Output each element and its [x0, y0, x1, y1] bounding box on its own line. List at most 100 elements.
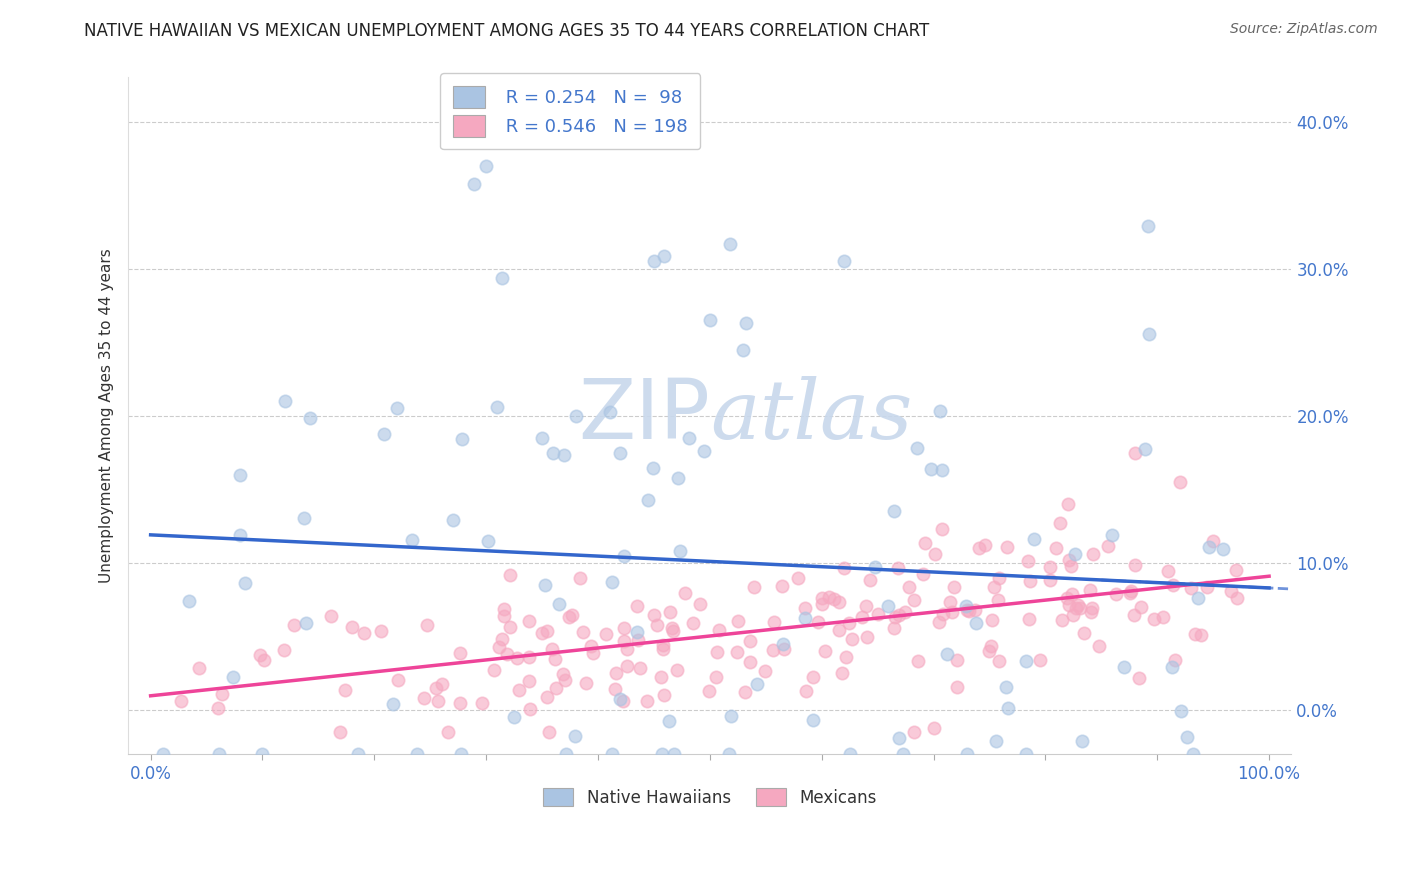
Point: [413, 691, 436, 706]
Point: [666, 471, 689, 485]
Point: [955, 599, 977, 614]
Point: [956, 747, 979, 762]
Point: [859, 573, 882, 587]
Point: [477, 533, 499, 548]
Point: [1018, 612, 1040, 626]
Point: [912, 567, 935, 582]
Point: [823, 592, 845, 607]
Point: [222, 670, 245, 684]
Point: [1062, 587, 1084, 601]
Point: [575, 676, 598, 690]
Point: [609, 691, 631, 706]
Point: [941, 605, 963, 619]
Point: [564, 729, 586, 743]
Point: [1081, 547, 1104, 561]
Point: [995, 541, 1018, 555]
Point: [754, 665, 776, 679]
Point: [1181, 747, 1204, 762]
Text: atlas: atlas: [710, 376, 912, 456]
Point: [572, 624, 595, 639]
Point: [1197, 580, 1219, 594]
Point: [928, 615, 950, 629]
Point: [1063, 547, 1085, 561]
Point: [536, 624, 558, 639]
Point: [801, 670, 824, 684]
Point: [987, 593, 1010, 607]
Point: [706, 645, 728, 659]
Point: [866, 607, 889, 621]
Point: [1161, 578, 1184, 592]
Point: [883, 504, 905, 518]
Point: [1101, 528, 1123, 542]
Point: [772, 637, 794, 651]
Point: [605, 666, 627, 681]
Point: [1067, 598, 1090, 612]
Point: [558, 609, 581, 624]
Point: [718, 747, 741, 762]
Point: [274, 394, 297, 409]
Point: [813, 644, 835, 658]
Point: [673, 586, 696, 600]
Point: [957, 604, 980, 618]
Point: [922, 721, 945, 735]
Point: [856, 630, 879, 644]
Text: NATIVE HAWAIIAN VS MEXICAN UNEMPLOYMENT AMONG AGES 35 TO 44 YEARS CORRELATION CH: NATIVE HAWAIIAN VS MEXICAN UNEMPLOYMENT …: [84, 22, 929, 40]
Point: [897, 580, 920, 594]
Point: [579, 640, 602, 654]
Point: [654, 688, 676, 702]
Point: [425, 681, 447, 696]
Point: [920, 462, 942, 476]
Point: [770, 579, 793, 593]
Point: [229, 527, 252, 541]
Point: [907, 654, 929, 668]
Point: [1080, 605, 1102, 619]
Point: [329, 725, 352, 739]
Point: [471, 696, 494, 710]
Point: [827, 623, 849, 637]
Point: [1219, 584, 1241, 599]
Point: [494, 609, 516, 624]
Point: [1018, 574, 1040, 588]
Point: [876, 599, 898, 613]
Point: [643, 607, 665, 622]
Point: [1123, 558, 1146, 572]
Point: [745, 676, 768, 690]
Point: [837, 616, 859, 631]
Point: [416, 618, 439, 632]
Point: [253, 653, 276, 667]
Point: [533, 578, 555, 592]
Point: [1137, 219, 1160, 234]
Point: [406, 747, 429, 762]
Point: [851, 609, 873, 624]
Point: [733, 343, 755, 357]
Point: [603, 681, 626, 696]
Text: ZIP: ZIP: [578, 376, 710, 457]
Point: [977, 643, 1000, 657]
Point: [544, 652, 567, 666]
Point: [401, 533, 423, 547]
Point: [333, 683, 356, 698]
Point: [1187, 591, 1209, 605]
Point: [884, 610, 907, 624]
Point: [963, 603, 986, 617]
Point: [600, 747, 623, 762]
Point: [1057, 553, 1080, 567]
Point: [382, 697, 405, 711]
Point: [609, 445, 631, 459]
Point: [889, 607, 911, 622]
Point: [517, 614, 540, 628]
Point: [273, 642, 295, 657]
Point: [475, 159, 498, 173]
Point: [974, 538, 997, 552]
Point: [546, 681, 568, 695]
Point: [935, 647, 957, 661]
Point: [658, 605, 681, 619]
Point: [1015, 747, 1038, 762]
Point: [943, 581, 966, 595]
Point: [841, 632, 863, 647]
Point: [832, 561, 855, 575]
Point: [738, 655, 761, 669]
Point: [773, 642, 796, 657]
Point: [740, 633, 762, 648]
Point: [582, 646, 605, 660]
